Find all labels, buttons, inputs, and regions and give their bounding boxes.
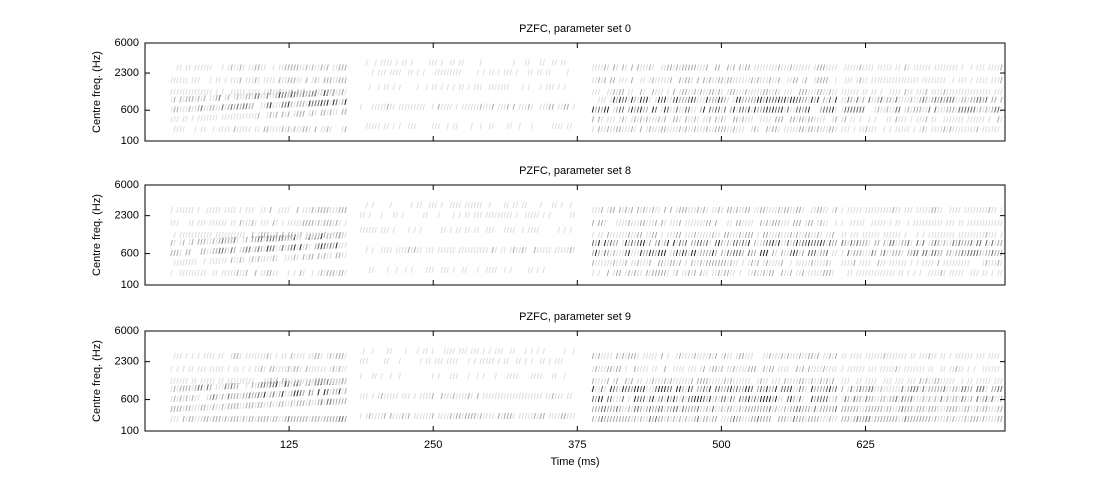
spectrogram-texture	[170, 352, 1003, 423]
y-tick-label: 2300	[115, 356, 139, 368]
y-tick-label: 2300	[115, 67, 139, 79]
x-tick-label: 250	[424, 439, 442, 451]
spectrogram-texture	[218, 232, 994, 257]
y-tick-label: 2300	[115, 210, 139, 222]
x-tick-label: 625	[856, 439, 874, 451]
y-tick-label: 100	[121, 135, 139, 147]
spectrogram-texture	[170, 201, 1003, 277]
y-tick-label: 100	[121, 279, 139, 291]
plot-frame	[144, 42, 1006, 142]
x-tick-label: 125	[280, 439, 298, 451]
plot-frame	[144, 184, 1006, 286]
panel: PZFC, parameter set 8 Centre freq. (Hz) 10…	[91, 165, 1006, 291]
spectrogram-texture	[170, 347, 1003, 423]
panel-title: PZFC, parameter set 8	[519, 165, 631, 177]
y-axis-label: Centre freq. (Hz)	[91, 194, 103, 276]
panel: PZFC, parameter set 0 Centre freq. (Hz) 10…	[91, 23, 1006, 147]
x-axis-label: Time (ms)	[550, 456, 599, 468]
y-tick-label: 600	[121, 247, 139, 259]
x-tick-label: 500	[712, 439, 730, 451]
panel-title: PZFC, parameter set 9	[519, 311, 631, 323]
y-tick-label: 100	[121, 425, 139, 437]
y-tick-label: 6000	[115, 325, 139, 337]
y-axis-label: Centre freq. (Hz)	[91, 340, 103, 422]
y-tick-label: 6000	[115, 37, 139, 49]
y-tick-label: 6000	[115, 179, 139, 191]
y-tick-label: 600	[121, 104, 139, 116]
x-tick-label: 375	[568, 439, 586, 451]
spectrogram-texture	[200, 89, 1000, 113]
panel-title: PZFC, parameter set 0	[519, 23, 631, 35]
spectrogram-texture	[173, 64, 1003, 133]
spectrogram-texture	[266, 232, 823, 257]
y-axis-label: Centre freq. (Hz)	[91, 51, 103, 133]
panel: PZFC, parameter set 9 Centre freq. (Hz) 10…	[91, 311, 1006, 468]
plot-frame	[144, 330, 1006, 432]
y-tick-label: 600	[121, 393, 139, 405]
spectrogram-texture	[170, 206, 1003, 277]
spectrogram-texture	[170, 59, 1003, 133]
